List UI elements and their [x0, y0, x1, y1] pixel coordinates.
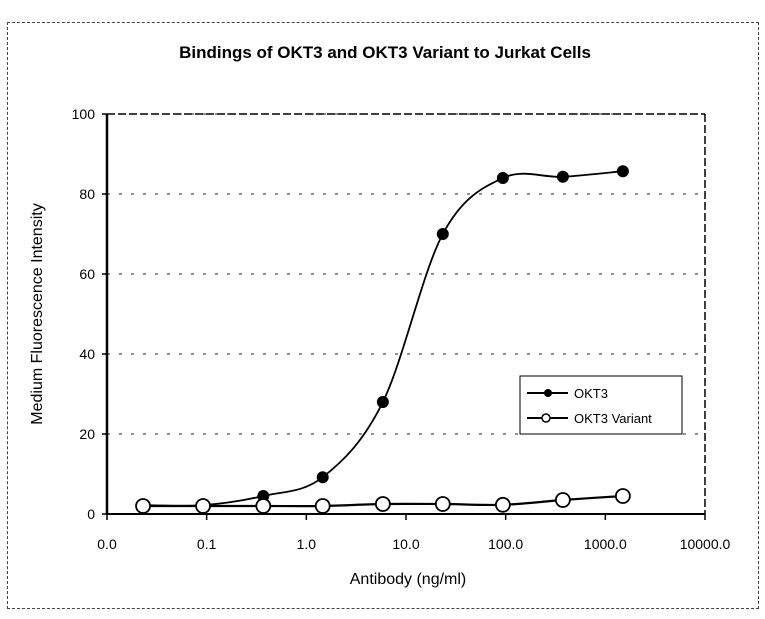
x-tick-label: 0.0 [97, 536, 117, 552]
y-axis-label: Medium Fluorescence Intensity [29, 203, 46, 424]
data-point-open [316, 499, 330, 513]
y-tick-label: 60 [79, 266, 95, 282]
x-tick-label: 0.1 [197, 536, 217, 552]
data-point-open [436, 497, 450, 511]
series [136, 165, 630, 513]
x-tick-labels: 0.0 0.1 1.0 10.0 100.0 1000.0 10000.0 [97, 536, 730, 552]
legend-marker-okt3-variant [542, 414, 550, 422]
series-line [143, 171, 623, 506]
y-tick-label: 80 [79, 186, 95, 202]
x-tick-label: 1.0 [297, 536, 317, 552]
legend-label-okt3: OKT3 [574, 386, 608, 401]
series-okt3 [137, 165, 629, 511]
x-tick-label: 10.0 [392, 536, 419, 552]
data-point-filled [557, 171, 569, 183]
y-tick-labels: 0 20 40 60 80 100 [72, 106, 96, 522]
data-point-filled [497, 172, 509, 184]
legend-label-okt3-variant: OKT3 Variant [574, 411, 652, 426]
legend-marker-okt3 [544, 389, 552, 397]
data-point-open [256, 499, 270, 513]
axes [102, 114, 705, 520]
y-tick-label: 0 [87, 506, 95, 522]
x-tick-label: 10000.0 [680, 536, 731, 552]
data-point-open [196, 499, 210, 513]
data-point-open [556, 493, 570, 507]
x-tick-label: 1000.0 [584, 536, 627, 552]
legend: OKT3 OKT3 Variant [520, 376, 682, 434]
data-point-filled [617, 165, 629, 177]
y-tick-label: 100 [72, 106, 96, 122]
data-point-open [136, 499, 150, 513]
data-point-filled [437, 228, 449, 240]
y-tick-label: 40 [79, 346, 95, 362]
chart-title: Bindings of OKT3 and OKT3 Variant to Jur… [179, 43, 591, 62]
data-point-filled [317, 471, 329, 483]
x-axis-label: Antibody (ng/ml) [350, 571, 467, 588]
x-tick-label: 100.0 [488, 536, 523, 552]
data-point-filled [377, 396, 389, 408]
series-okt3-variant [136, 489, 630, 513]
data-point-open [496, 498, 510, 512]
data-point-open [616, 489, 630, 503]
data-point-open [376, 497, 390, 511]
y-tick-label: 20 [79, 426, 95, 442]
